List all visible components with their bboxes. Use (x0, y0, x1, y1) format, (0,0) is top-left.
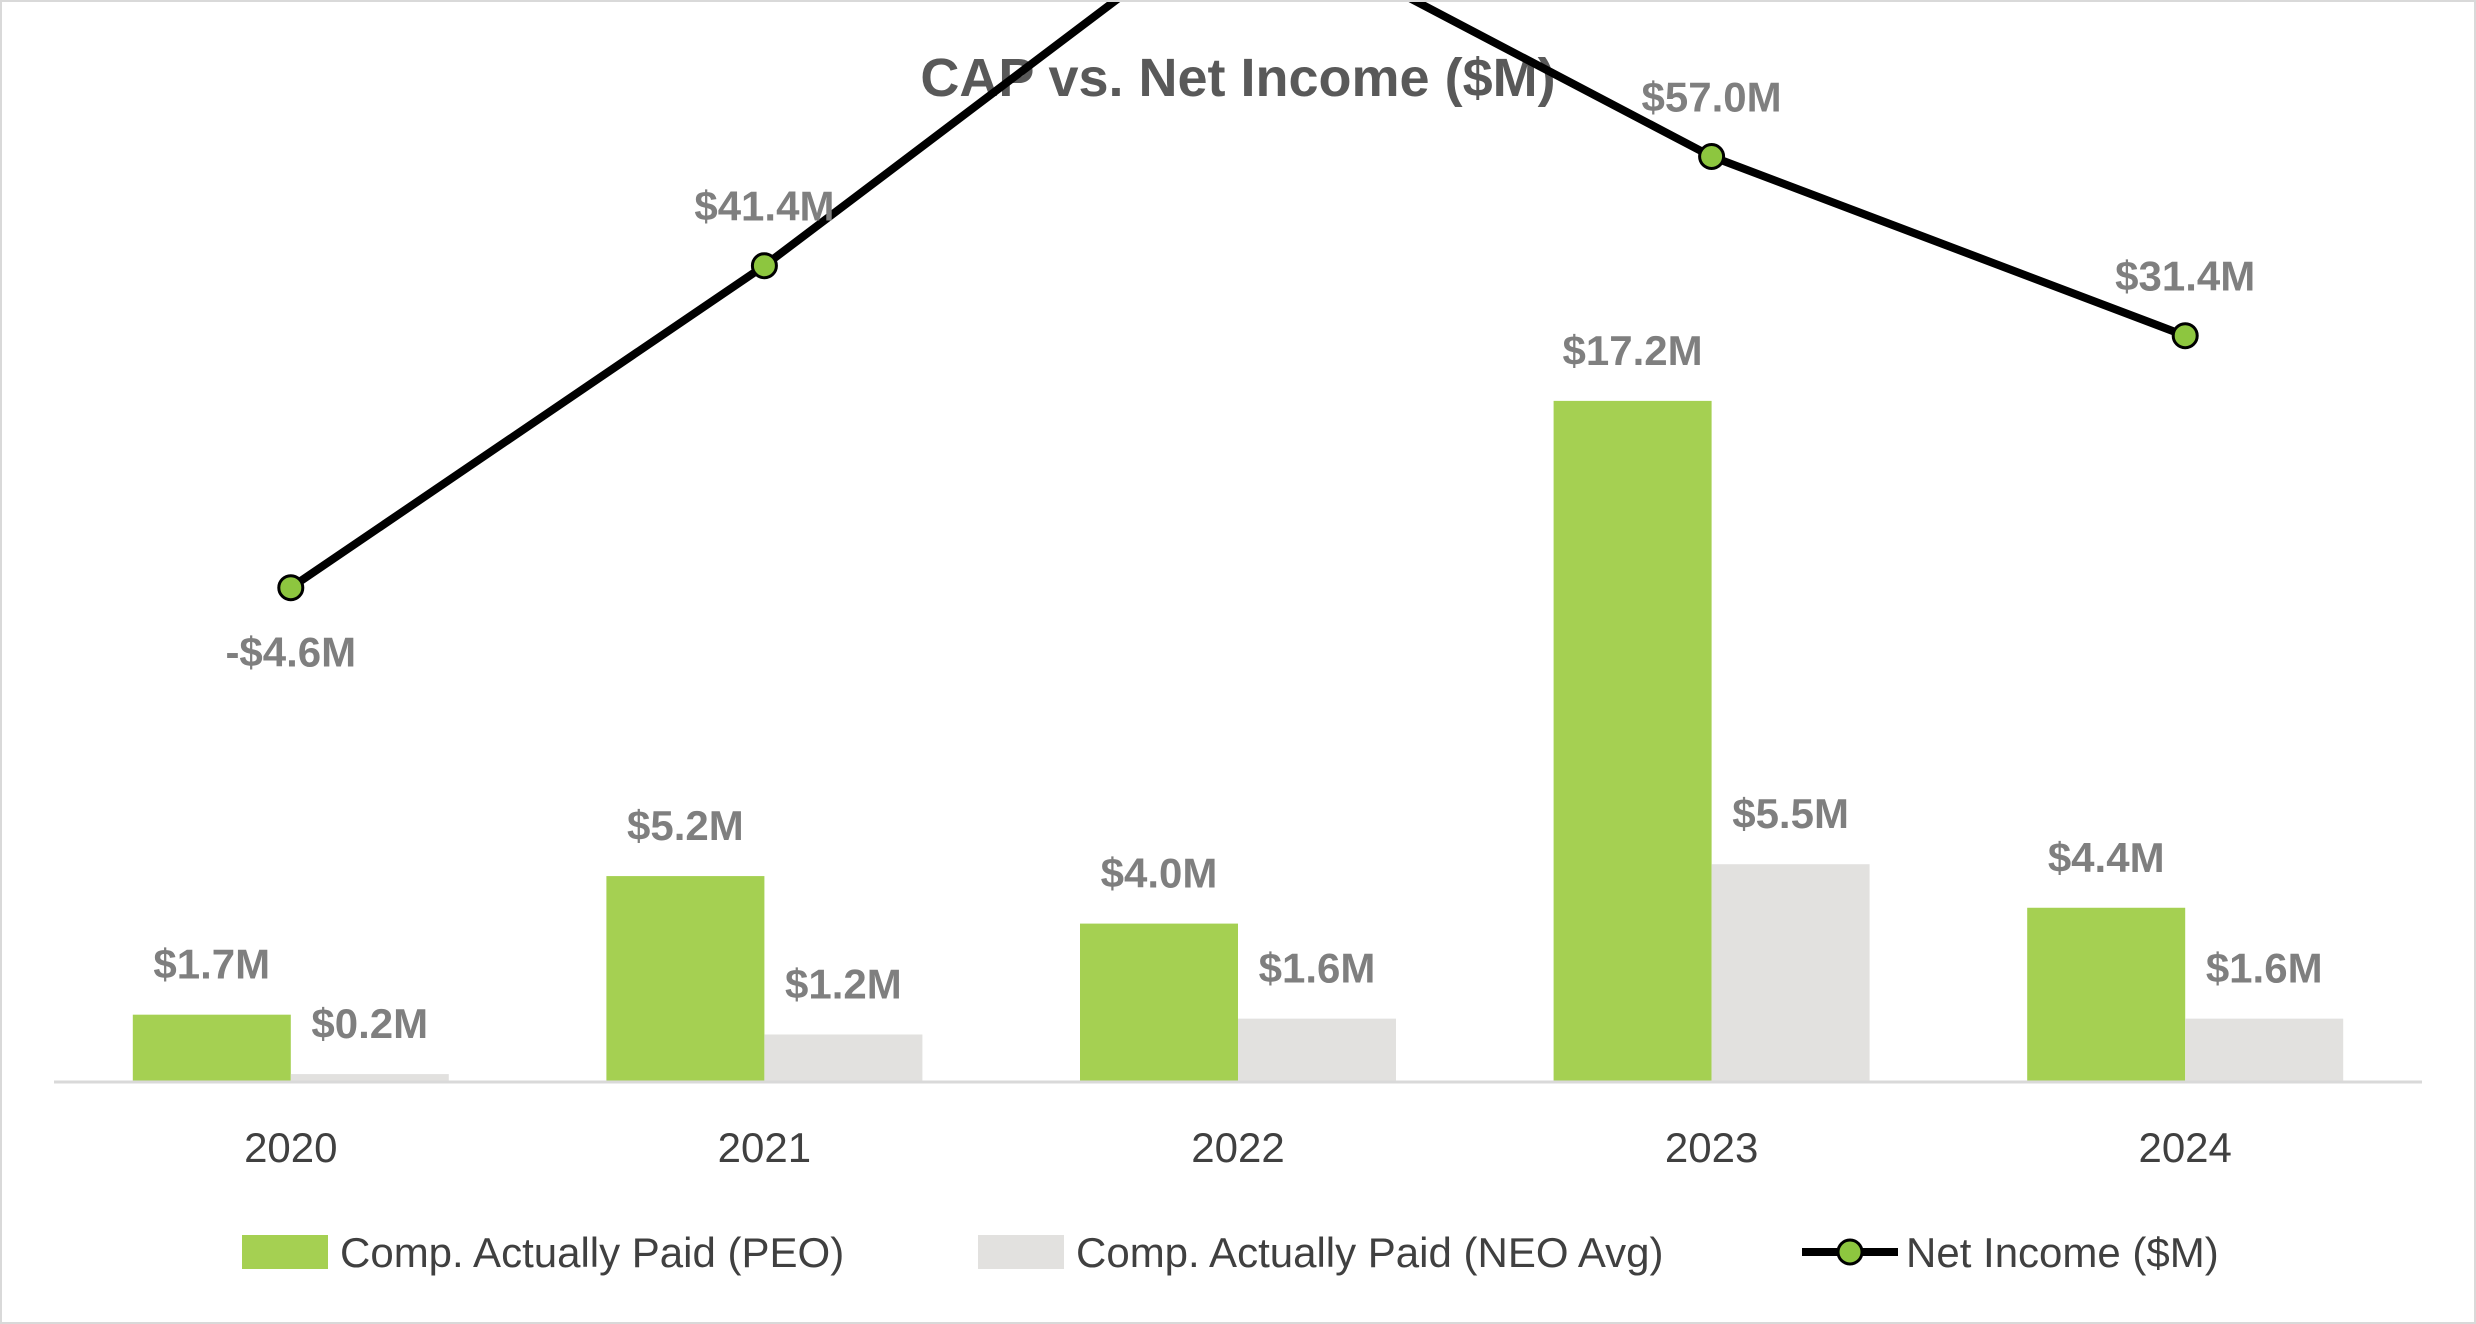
legend-label-neo: Comp. Actually Paid (NEO Avg) (1076, 1229, 1663, 1276)
label-peo-2023: $17.2M (1563, 327, 1703, 374)
label-peo-2022: $4.0M (1101, 850, 1218, 897)
label-neo-2022: $1.6M (1259, 945, 1376, 992)
ticks-layer: 2020 2021 2022 2023 2024 (244, 1124, 2232, 1171)
labels-layer: $1.7M $0.2M $5.2M $1.2M $4.0M $1.6M $17.2M $5.5… (153, 74, 2323, 1048)
bar-peo-2024 (2027, 907, 2186, 1082)
legend-label-peo: Comp. Actually Paid (PEO) (340, 1229, 844, 1276)
x-tick-2020: 2020 (244, 1124, 337, 1171)
bars-layer (132, 400, 2344, 1082)
bar-peo-2021 (606, 876, 765, 1082)
bar-neo-2022 (1238, 1018, 1396, 1082)
net-income-point-2024 (2171, 322, 2199, 350)
net-income-point-2021 (750, 252, 778, 280)
legend-swatch-neo (978, 1235, 1064, 1269)
bar-peo-2023 (1553, 400, 1712, 1082)
net-income-point-2020 (277, 574, 305, 602)
net-income-point-2023 (1698, 143, 1726, 170)
legend-swatch-peo (242, 1235, 328, 1269)
bar-neo-2023 (1711, 864, 1870, 1082)
label-neo-2021: $1.2M (785, 960, 902, 1007)
bar-peo-2020 (132, 1014, 291, 1082)
label-neo-2020: $0.2M (311, 1000, 428, 1047)
x-tick-2022: 2022 (1191, 1124, 1284, 1171)
line-layer (277, 2, 2199, 602)
net-income-line (288, 2, 2187, 592)
label-net-income-2024: $31.4M (2115, 253, 2255, 300)
x-tick-2024: 2024 (2138, 1124, 2231, 1171)
legend-label-net-income: Net Income ($M) (1906, 1229, 2219, 1276)
bar-neo-2020 (290, 1074, 449, 1082)
bar-neo-2021 (764, 1034, 923, 1082)
x-tick-2023: 2023 (1665, 1124, 1758, 1171)
bar-neo-2024 (2185, 1018, 2344, 1082)
label-net-income-2023: $57.0M (1642, 74, 1782, 121)
legend-swatch-net-income-marker (1836, 1238, 1864, 1266)
bar-peo-2022 (1080, 923, 1238, 1082)
label-peo-2024: $4.4M (2048, 834, 2165, 881)
label-peo-2021: $5.2M (627, 802, 744, 849)
label-neo-2024: $1.6M (2206, 945, 2323, 992)
label-net-income-2021: $41.4M (694, 183, 834, 230)
legend: Comp. Actually Paid (PEO) Comp. Actually … (242, 1229, 2219, 1276)
x-tick-2021: 2021 (718, 1124, 811, 1171)
label-neo-2023: $5.5M (1732, 790, 1849, 837)
label-net-income-2020: -$4.6M (225, 629, 356, 676)
chart-title: CAP vs. Net Income ($M) (920, 48, 1555, 108)
label-peo-2020: $1.7M (153, 941, 270, 988)
